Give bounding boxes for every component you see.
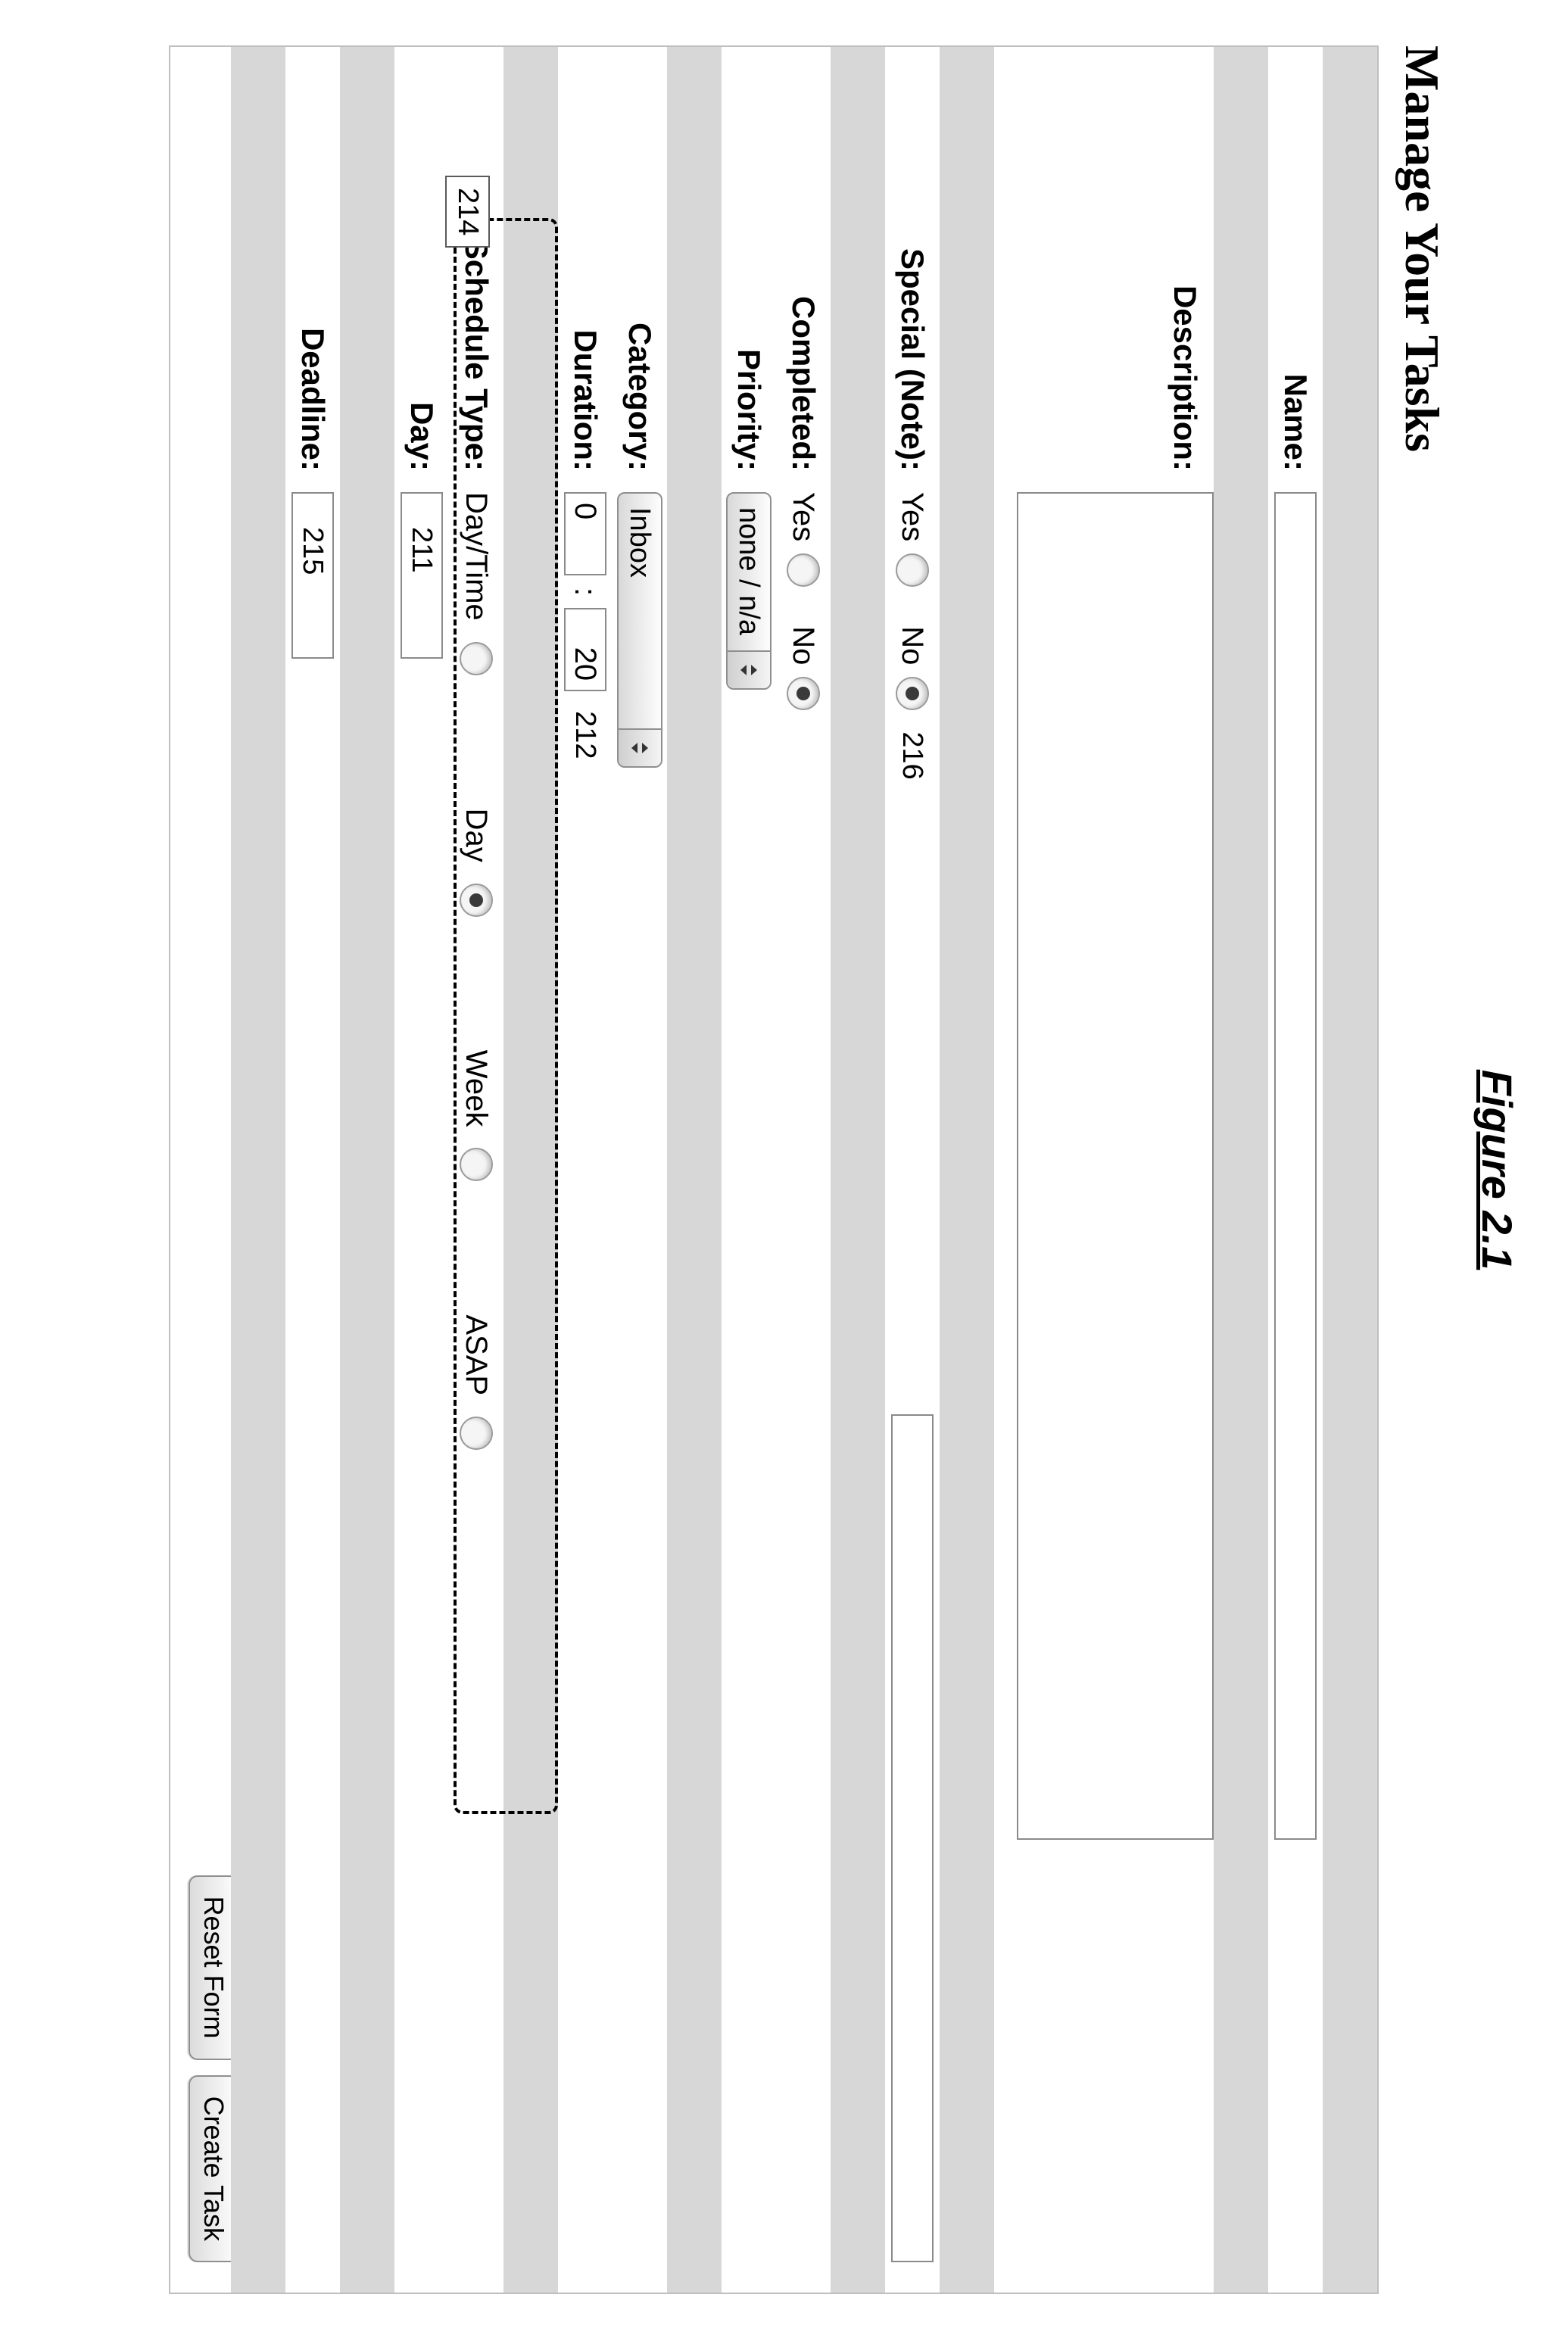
- completed-no-label: No: [787, 626, 821, 665]
- special-no-radio[interactable]: [896, 677, 929, 710]
- label-day: Day:: [404, 47, 440, 492]
- row-description: Description:: [994, 47, 1214, 2262]
- special-note-input[interactable]: [891, 1414, 934, 2262]
- annot-special: 216: [896, 731, 929, 779]
- label-completed: Completed:: [785, 47, 821, 492]
- label-schedule-type: Schedule Type:: [458, 47, 494, 492]
- name-input[interactable]: [1274, 492, 1317, 1840]
- row-duration: Duration: : 212: [558, 47, 613, 2262]
- label-duration: Duration:: [567, 47, 603, 492]
- duration-hours-input[interactable]: [564, 492, 606, 575]
- duration-minutes-input[interactable]: [564, 608, 606, 691]
- completed-no-radio[interactable]: [787, 677, 820, 710]
- priority-select[interactable]: none / n/a: [726, 492, 772, 690]
- sched-asap-radio[interactable]: [460, 1417, 493, 1450]
- updown-icon: [728, 650, 770, 688]
- row-special: Special (Note): Yes No 216: [885, 47, 940, 2262]
- task-form-panel: Name: Description:: [169, 45, 1379, 2294]
- sched-week-label: Week: [460, 1050, 494, 1127]
- row-completed: Completed: Yes No: [776, 47, 831, 2262]
- sched-day-radio[interactable]: [460, 884, 493, 917]
- sched-daytime-radio[interactable]: [460, 642, 493, 675]
- label-deadline: Deadline:: [295, 47, 331, 492]
- row-priority: Priority: none / n/a: [722, 47, 776, 2262]
- sched-asap-label: ASAP: [460, 1314, 494, 1395]
- row-deadline: Deadline: 215: [285, 47, 340, 2262]
- category-select-value: Inbox: [624, 494, 656, 728]
- updown-icon: [619, 728, 661, 766]
- row-category: Category: Inbox: [613, 47, 667, 2262]
- row-schedule-type: Schedule Type: Day/Time Day Week ASAP: [449, 47, 503, 2262]
- label-priority: Priority:: [731, 47, 767, 492]
- figure-title: Figure 2.1: [1473, 45, 1522, 2294]
- completed-yes-label: Yes: [787, 492, 821, 541]
- sched-day-label: Day: [460, 809, 494, 862]
- label-description: Description:: [1167, 47, 1214, 492]
- special-no-label: No: [896, 626, 930, 665]
- category-select[interactable]: Inbox: [617, 492, 662, 768]
- deadline-input[interactable]: [291, 492, 334, 659]
- duration-separator: :: [569, 588, 603, 596]
- row-name: Name:: [1268, 47, 1323, 2262]
- label-name: Name:: [1277, 47, 1314, 492]
- day-input[interactable]: [401, 492, 443, 659]
- annot-duration: 212: [569, 711, 602, 759]
- description-input[interactable]: [1017, 492, 1214, 1840]
- sched-week-radio[interactable]: [460, 1148, 493, 1181]
- sched-daytime-label: Day/Time: [460, 492, 494, 621]
- label-category: Category:: [622, 47, 658, 492]
- label-special: Special (Note):: [894, 47, 931, 492]
- completed-yes-radio[interactable]: [787, 553, 820, 587]
- special-yes-radio[interactable]: [896, 553, 929, 587]
- callout-214: 214: [445, 176, 490, 248]
- panel-title: Manage Your Tasks: [1394, 45, 1450, 2294]
- special-yes-label: Yes: [896, 492, 930, 541]
- row-day: Day: 211: [394, 47, 449, 2262]
- priority-select-value: none / n/a: [733, 494, 765, 650]
